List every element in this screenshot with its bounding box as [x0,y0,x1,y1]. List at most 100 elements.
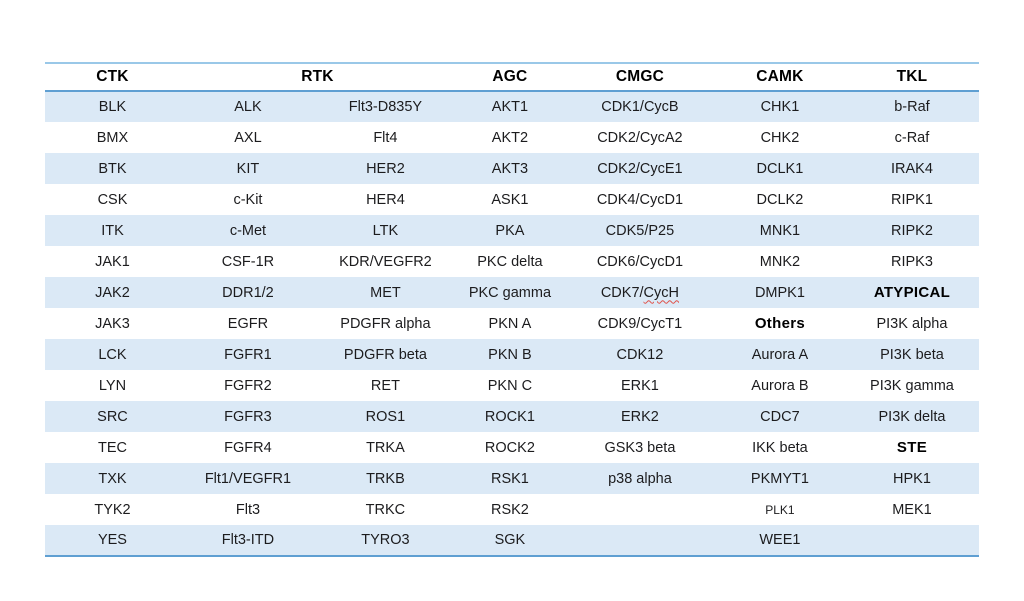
table-cell: ERK1 [620,377,659,394]
table-cell: CDK9/CycT1 [597,315,683,332]
table-cell: CDK2/CycA2 [597,129,683,146]
table-cell: RSK2 [490,501,529,518]
table-cell: Flt3 [235,501,261,518]
table-cell: Aurora B [751,377,809,394]
table-cell: AKT3 [491,160,529,177]
table-cell: CDK12 [616,346,664,363]
table-row: BMX AXL Flt4 AKT2 CDK2/CycA2 CHK2 c-Raf [45,122,979,153]
column-header-cmgc: CMGC [564,63,715,92]
table-cell: JAK3 [95,315,130,332]
kinase-table-container: CTK RTK AGC CMGC CAMK TKL BLK ALK Flt3-D835Y AKT… [45,62,979,557]
table-cell: LCK [98,346,127,363]
kinase-panel-table: CTK RTK AGC CMGC CAMK TKL BLK ALK Flt3-D835Y AKT… [45,62,979,557]
table-body: BLK ALK Flt3-D835Y AKT1 CDK1/CycB CHK1 b-Raf BM… [45,91,979,556]
table-cell: FGFR2 [224,377,272,394]
table-cell: PKN C [487,377,533,394]
table-cell: RIPK2 [891,222,933,239]
table-row: SRC FGFR3 ROS1 ROCK1 ERK2 CDC7 PI3K delta [45,401,979,432]
table-row: JAK3 EGFR PDGFR alpha PKN A CDK9/CycT1 Others… [45,308,979,339]
table-cell: SGK [494,532,526,548]
table-cell: FGFR1 [224,346,272,363]
table-cell: LYN [98,377,127,394]
table-row: LCK FGFR1 PDGFR beta PKN B CDK12 Aurora A PI3K… [45,339,979,370]
header-row: CTK RTK AGC CMGC CAMK TKL [45,63,979,92]
table-cell: BMX [96,129,129,146]
table-cell: PDGFR alpha [340,315,431,332]
column-header-rtk: RTK [179,63,455,92]
table-cell: RET [370,377,400,394]
column-header-ctk: CTK [45,63,180,92]
table-cell [565,494,715,525]
table-row: CSK c-Kit HER4 ASK1 CDK4/CycD1 DCLK2 RIPK1 [45,184,979,215]
table-cell: DCLK2 [756,191,804,208]
table-row: YES Flt3-ITD TYRO3 SGK WEE1 [45,525,979,556]
table-row: JAK2 DDR1/2 MET PKC gamma CDK7/CycH DMPK1 ATYP… [45,277,979,308]
table-row: BLK ALK Flt3-D835Y AKT1 CDK1/CycB CHK1 b-Raf [45,91,979,122]
table-cell: JAK2 [95,284,130,301]
table-cell: ERK2 [620,408,659,425]
table-cell: TEC [97,439,127,456]
table-cell [845,525,979,556]
table-cell: STE [896,439,927,456]
table-cell [565,525,715,556]
table-cell: ROCK1 [484,408,535,425]
table-cell: p38 alpha [608,470,672,487]
table-header: CTK RTK AGC CMGC CAMK TKL [45,63,979,92]
table-cell: LTK [372,222,399,239]
table-cell: b-Raf [894,99,930,115]
cell-text: CDK7/ [600,284,644,301]
table-cell: HPK1 [893,470,931,487]
table-cell: MET [370,284,401,301]
table-cell: PI3K beta [880,346,944,363]
table-cell: PKC delta [477,253,543,270]
table-cell: FGFR4 [224,439,272,456]
table-cell: IKK beta [752,439,808,456]
table-row: JAK1 CSF-1R KDR/VEGFR2 PKC delta CDK6/CycD1 M… [45,246,979,277]
table-cell: TRKA [366,439,405,456]
table-cell: PLK1 [765,502,795,517]
table-cell: PKMYT1 [750,470,809,487]
column-header-camk: CAMK [714,63,845,92]
table-cell: RSK1 [490,470,529,487]
table-cell: ROCK2 [484,439,535,456]
table-cell: TRKC [365,501,406,518]
table-cell: CHK1 [760,99,800,115]
table-row: ITK c-Met LTK PKA CDK5/P25 MNK1 RIPK2 [45,215,979,246]
table-cell: JAK1 [95,253,130,270]
table-cell: PI3K gamma [870,377,954,394]
table-cell: PI3K alpha [876,315,948,332]
table-cell: TYRO3 [361,532,410,548]
table-row: TEC FGFR4 TRKA ROCK2 GSK3 beta IKK beta STE [45,432,979,463]
table-cell: Flt4 [373,129,398,146]
table-cell: WEE1 [759,532,801,548]
table-cell: Flt3-ITD [221,532,275,548]
table-cell: CDK7/CycH [565,277,715,308]
table-cell: RIPK3 [891,253,933,270]
table-cell: ROS1 [365,408,406,425]
table-cell: CDK6/CycD1 [596,253,684,270]
table-cell: TYK2 [94,501,131,518]
misspelled-text: CycH [643,284,679,301]
table-cell: AKT1 [491,99,529,115]
table-cell: CDC7 [760,408,800,425]
table-cell: CDK4/CycD1 [596,191,684,208]
table-cell: EGFR [227,315,269,332]
table-cell: DMPK1 [754,284,805,301]
table-cell: CHK2 [760,129,800,146]
table-cell: Flt3-D835Y [348,99,423,115]
table-cell: ITK [101,222,124,239]
table-cell: DDR1/2 [222,284,274,301]
table-row: BTK KIT HER2 AKT3 CDK2/CycE1 DCLK1 IRAK4 [45,153,979,184]
table-cell: FGFR3 [224,408,272,425]
table-cell: PKN B [488,346,532,363]
table-cell: MEK1 [892,501,932,518]
table-cell: Others [754,315,805,332]
table-cell: TRKB [366,470,405,487]
table-cell: ALK [234,99,262,115]
table-cell: CDK2/CycE1 [597,160,683,177]
table-cell: ATYPICAL [873,284,951,301]
table-cell: SRC [97,408,128,425]
table-cell: PKA [495,222,525,239]
table-cell: Aurora A [751,346,809,363]
